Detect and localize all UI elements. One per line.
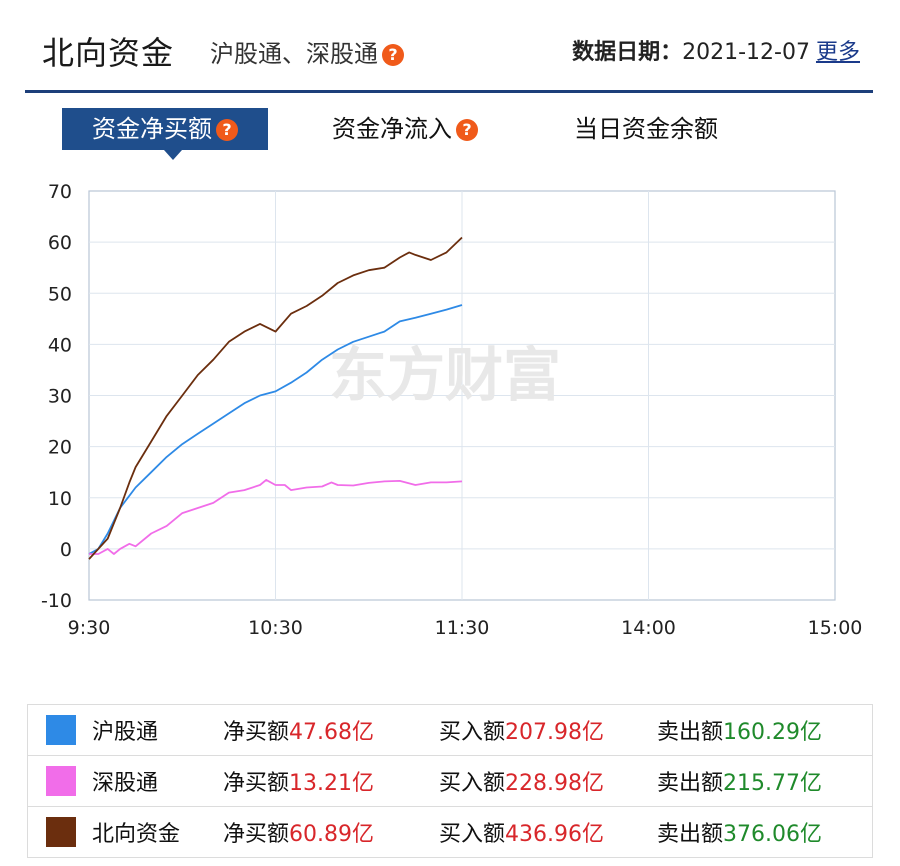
legend-buy-cell: 买入额228.98亿: [439, 755, 657, 807]
subtitle-text: 沪股通、深股通: [210, 40, 378, 68]
legend-row: 北向资金 净买额60.89亿 买入额436.96亿 卖出额376.06亿: [28, 807, 873, 858]
legend-series: 深股通: [27, 755, 223, 807]
legend-swatch: [46, 766, 76, 796]
series-line-2: [88, 236, 463, 560]
x-tick-label: 10:30: [248, 617, 303, 639]
legend-sell-cell: 卖出额376.06亿: [657, 807, 873, 858]
legend-series-name: 沪股通: [92, 720, 159, 745]
legend-buy-cell: 买入额436.96亿: [439, 807, 657, 858]
sell-label: 卖出额: [657, 720, 724, 745]
y-tick-label: 60: [48, 232, 72, 254]
buy-label: 买入额: [439, 720, 506, 745]
y-tick-label: 20: [48, 437, 72, 459]
legend-net-cell: 净买额60.89亿: [223, 807, 439, 858]
x-tick-label: 11:30: [435, 617, 490, 639]
page-title: 北向资金: [42, 34, 175, 72]
tab-bar: 资金净买额? 资金净流入? 当日资金余额: [0, 108, 900, 152]
northbound-flow-chart: 70 60 50 40 30 20 10 0 -10 9:30 10:30 11:30 14:00 15:…: [41, 181, 863, 639]
y-tick-label: 0: [60, 539, 72, 561]
data-date: 数据日期：2021-12-07 更多: [572, 34, 860, 66]
net-buy-value: 13.21亿: [289, 771, 374, 796]
net-buy-label: 净买额: [223, 720, 290, 745]
net-buy-value: 60.89亿: [289, 822, 374, 847]
legend-sell-cell: 卖出额160.29亿: [657, 704, 873, 756]
legend-row: 沪股通 净买额47.68亿 买入额207.98亿 卖出额160.29亿: [27, 704, 873, 756]
legend-series: 北向资金: [28, 807, 224, 858]
sell-value: 376.06亿: [723, 822, 822, 847]
tab-daily-balance-label: 当日资金余额: [574, 115, 718, 143]
x-tick-label: 9:30: [68, 617, 111, 639]
net-buy-label: 净买额: [223, 822, 290, 847]
buy-label: 买入额: [439, 771, 506, 796]
buy-value: 207.98亿: [505, 720, 604, 745]
tab-net-buy[interactable]: 资金净买额?: [62, 108, 268, 150]
legend-row: 深股通 净买额13.21亿 买入额228.98亿 卖出额215.77亿: [27, 755, 873, 807]
tab-net-buy-label: 资金净买额: [92, 115, 212, 143]
y-tick-label: 30: [48, 386, 72, 408]
date-value: 2021-12-07: [682, 40, 810, 65]
legend-series: 沪股通: [27, 704, 223, 756]
series-line-0: [88, 304, 463, 555]
page-header: 北向资金 沪股通、深股通? 数据日期：2021-12-07 更多: [0, 0, 900, 93]
buy-value: 436.96亿: [505, 822, 604, 847]
page-subtitle: 沪股通、深股通?: [210, 34, 404, 69]
x-tick-label: 15:00: [808, 617, 863, 639]
legend-swatch: [46, 715, 76, 745]
tab-net-inflow-label: 资金净流入: [332, 115, 452, 143]
buy-value: 228.98亿: [505, 771, 604, 796]
legend-net-cell: 净买额47.68亿: [223, 704, 439, 756]
legend-swatch: [46, 817, 76, 847]
sell-value: 160.29亿: [723, 720, 822, 745]
question-icon[interactable]: ?: [216, 119, 238, 141]
legend-table: 沪股通 净买额47.68亿 买入额207.98亿 卖出额160.29亿 深股通 净买额13…: [27, 704, 873, 858]
header-divider: [25, 90, 873, 93]
y-tick-label: 40: [48, 334, 72, 356]
legend-series-name: 深股通: [92, 771, 159, 796]
sell-value: 215.77亿: [723, 771, 822, 796]
watermark-logo: 东方财富: [329, 341, 561, 409]
question-icon[interactable]: ?: [382, 44, 404, 66]
sell-label: 卖出额: [657, 771, 724, 796]
y-tick-label: 70: [48, 181, 72, 203]
net-buy-value: 47.68亿: [289, 720, 374, 745]
more-link[interactable]: 更多: [815, 40, 860, 65]
y-tick-label: 50: [48, 283, 72, 305]
active-tab-pointer: [164, 150, 182, 160]
tab-daily-balance[interactable]: 当日资金余额: [574, 108, 718, 150]
y-tick-label: 10: [48, 488, 72, 510]
legend-buy-cell: 买入额207.98亿: [439, 704, 657, 756]
legend-series-name: 北向资金: [92, 822, 181, 847]
sell-label: 卖出额: [657, 822, 724, 847]
x-tick-label: 14:00: [621, 617, 676, 639]
y-tick-label: -10: [41, 590, 72, 612]
legend-net-cell: 净买额13.21亿: [223, 755, 439, 807]
date-label: 数据日期：: [572, 40, 683, 65]
legend-sell-cell: 卖出额215.77亿: [657, 755, 873, 807]
tab-net-inflow[interactable]: 资金净流入?: [332, 108, 478, 150]
net-buy-label: 净买额: [223, 771, 290, 796]
series-line-1: [89, 478, 463, 555]
question-icon[interactable]: ?: [456, 119, 478, 141]
buy-label: 买入额: [439, 822, 506, 847]
